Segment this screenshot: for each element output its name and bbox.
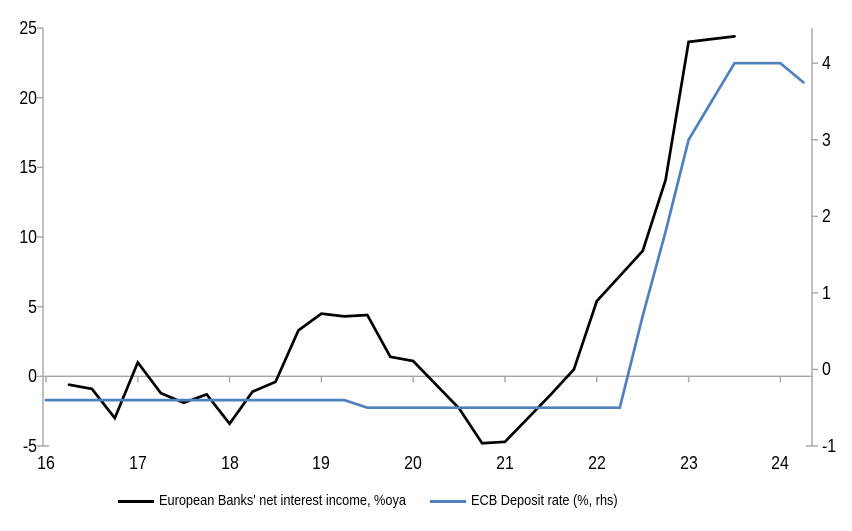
x-axis-tick-label: 22 xyxy=(588,453,606,473)
blue-line-swatch xyxy=(430,499,466,503)
x-axis-tick-label: 20 xyxy=(404,453,422,473)
left-axis-tick-label: 0 xyxy=(28,366,37,386)
left-axis-tick-label: 5 xyxy=(28,297,37,317)
x-axis-tick-label: 21 xyxy=(496,453,514,473)
x-axis-tick-label: 23 xyxy=(680,453,698,473)
right-axis-tick-label: -1 xyxy=(822,436,837,456)
legend: European Banks' net interest income, %oy… xyxy=(0,492,852,516)
x-axis-tick-label: 18 xyxy=(221,453,239,473)
legend-item-net-interest-income: European Banks' net interest income, %oy… xyxy=(118,492,450,510)
left-axis-tick-label: 15 xyxy=(19,157,37,177)
right-axis-tick-label: 4 xyxy=(822,53,831,73)
series-line-ecb-deposit-rate xyxy=(44,61,805,410)
left-axis-tick-label: 20 xyxy=(19,88,37,108)
x-axis-tick-label: 19 xyxy=(312,453,330,473)
legend-item-ecb-deposit-rate: ECB Deposit rate (%, rhs) xyxy=(430,492,644,510)
right-axis-tick-label: 1 xyxy=(822,283,831,303)
x-axis-tick-label: 16 xyxy=(37,453,55,473)
left-axis-tick-label: -5 xyxy=(22,436,37,456)
right-axis-tick-label: 0 xyxy=(822,359,831,379)
series-line-net-interest-income xyxy=(67,35,736,445)
left-axis-tick-label: 25 xyxy=(19,18,37,38)
right-axis-tick-label: 2 xyxy=(822,206,831,226)
black-line-swatch xyxy=(118,499,154,503)
legend-label: ECB Deposit rate (%, rhs) xyxy=(471,492,618,509)
x-axis-tick-label: 24 xyxy=(771,453,789,473)
left-axis-tick-label: 10 xyxy=(19,227,37,247)
legend-label: European Banks' net interest income, %oy… xyxy=(159,492,406,509)
right-axis-tick-label: 3 xyxy=(822,130,831,150)
x-axis-tick-label: 17 xyxy=(129,453,147,473)
